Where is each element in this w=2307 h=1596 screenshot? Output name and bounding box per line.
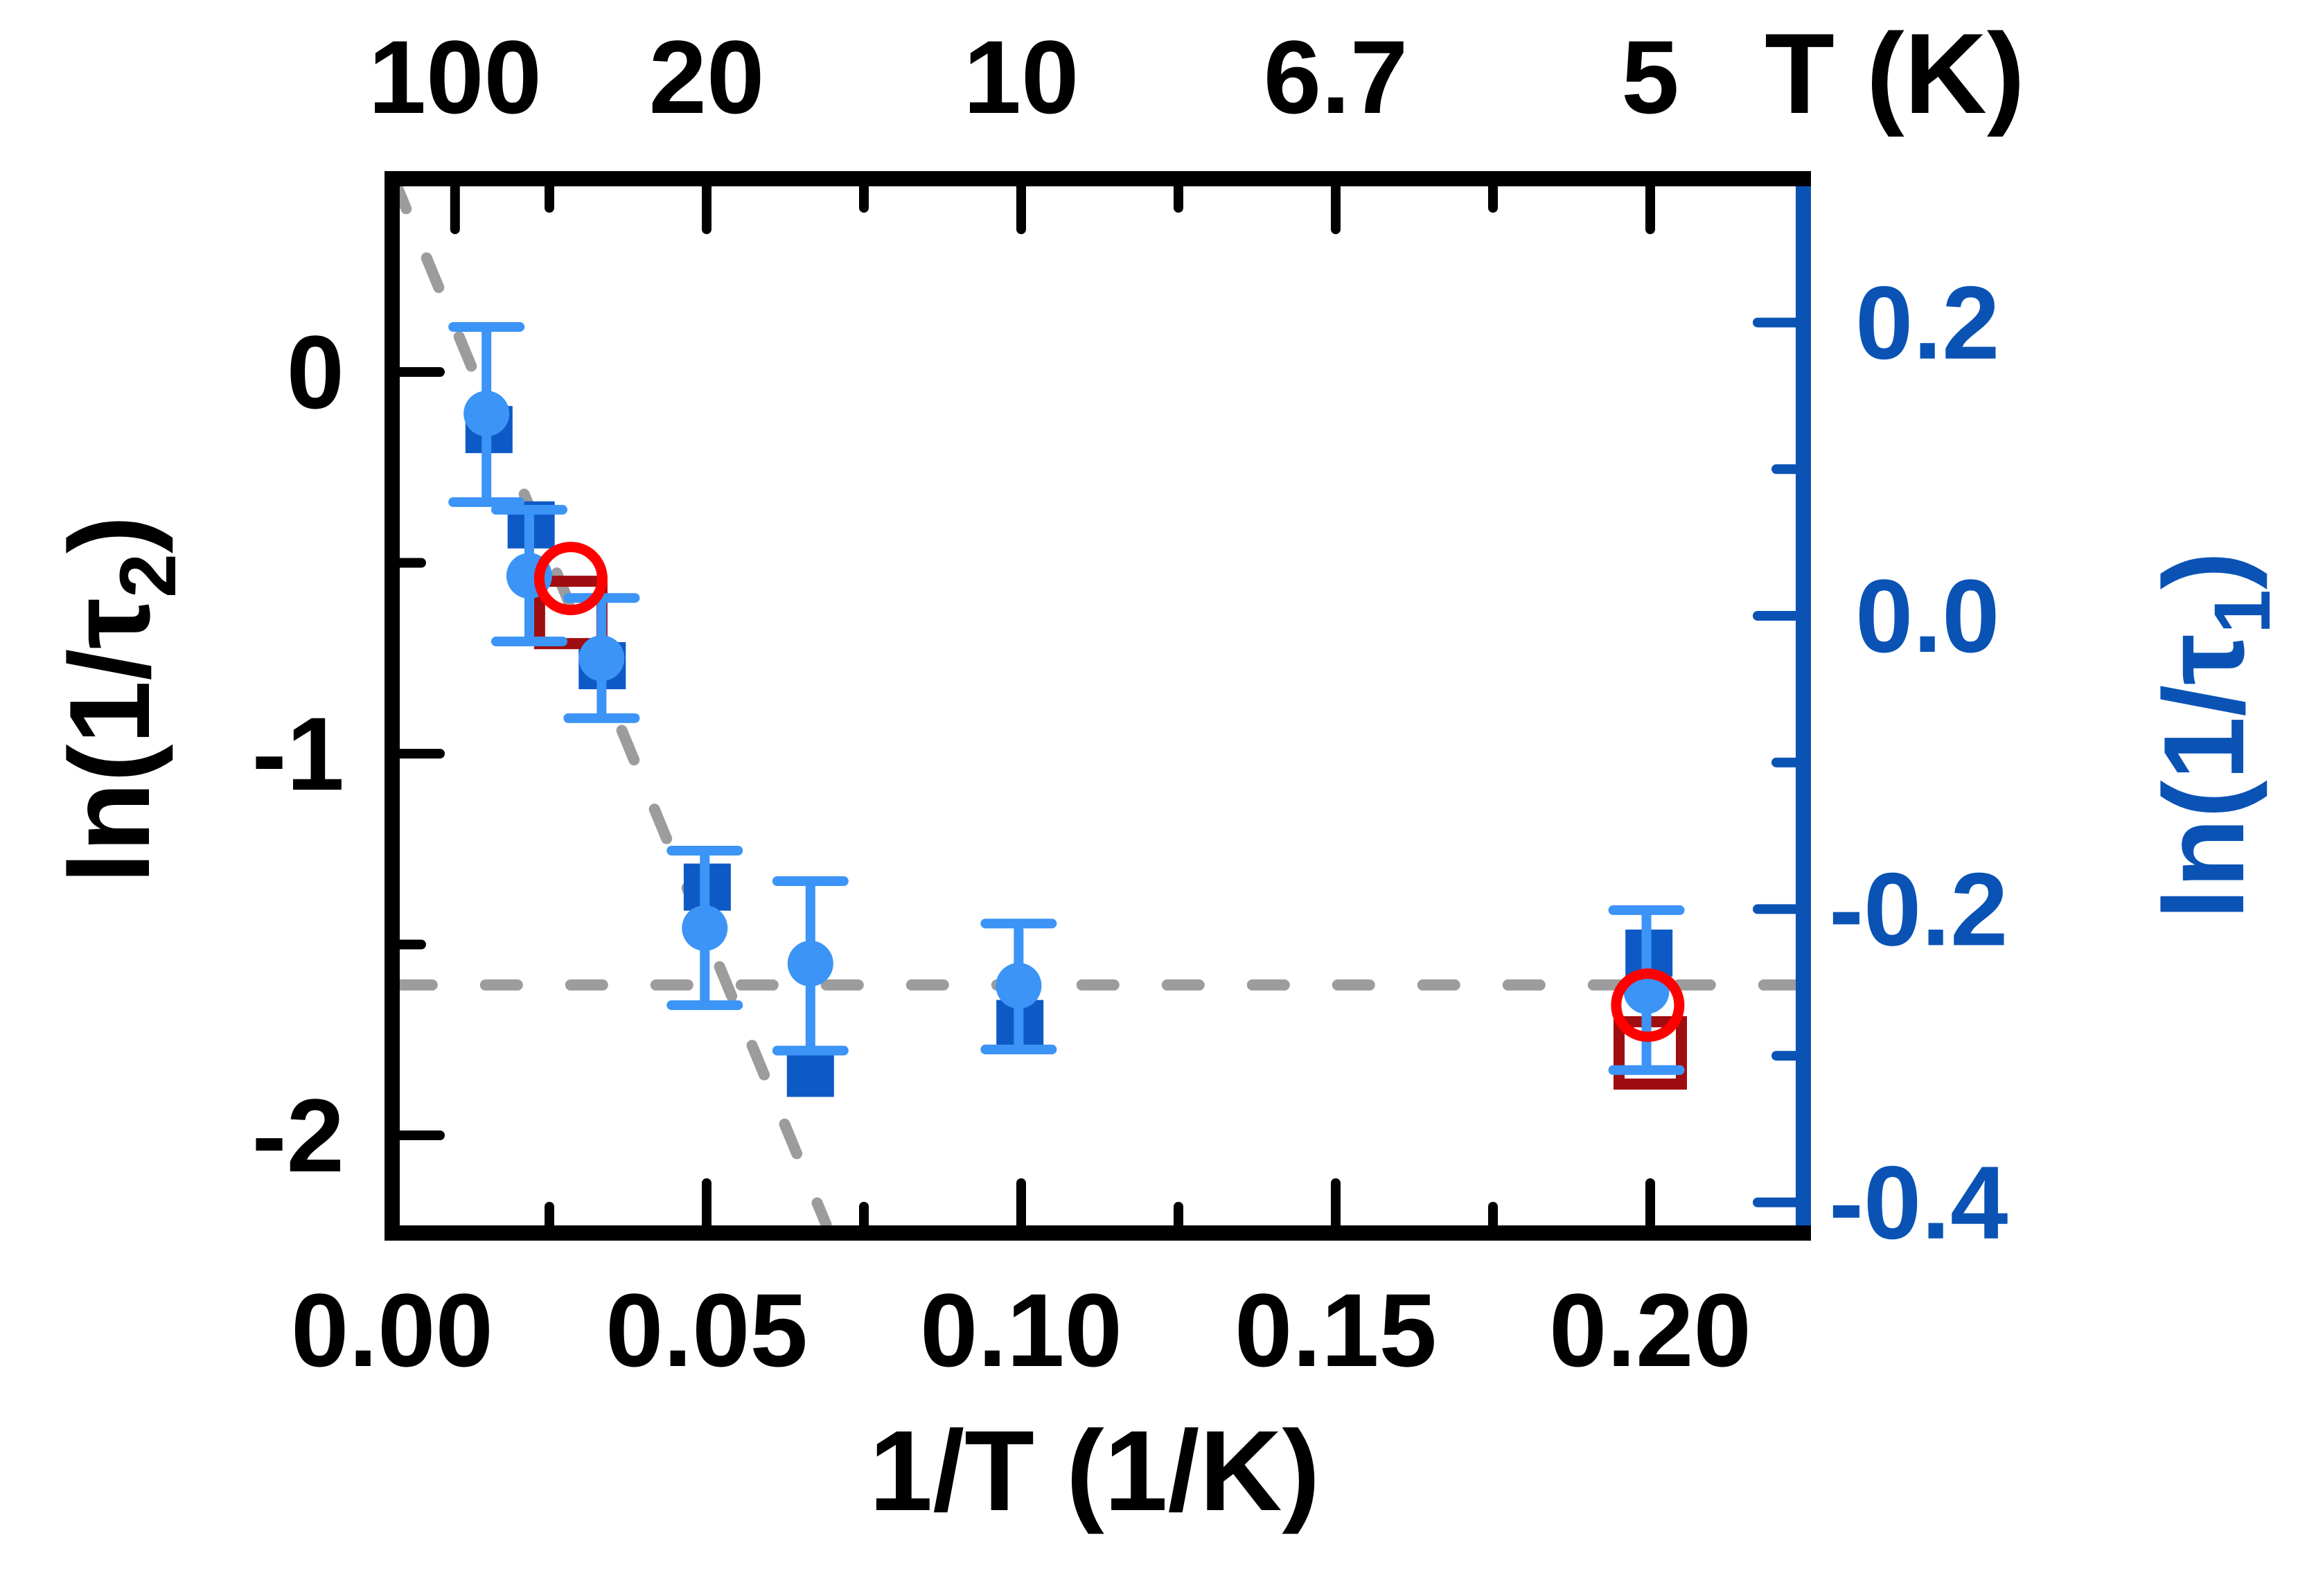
top-tick-label-10: 10 bbox=[964, 19, 1079, 135]
data-point-circle bbox=[682, 905, 728, 951]
bottom-tick-label-0.00: 0.00 bbox=[291, 1272, 493, 1388]
data-point-circle bbox=[996, 963, 1042, 1009]
bottom-tick-label-0.10: 0.10 bbox=[920, 1272, 1122, 1388]
data-point-open-circle bbox=[533, 542, 608, 616]
top-tick-label-100: 100 bbox=[369, 19, 542, 135]
axis-tick-labels: 100 20 10 6.7 5 0.00 0.05 0.10 0.15 0.20 0 -1 -2 0.2 0… bbox=[252, 19, 2008, 1388]
top-tick-label-5: 5 bbox=[1621, 19, 1679, 135]
bottom-tick-label-0.20: 0.20 bbox=[1549, 1272, 1751, 1388]
axis-titles: 1/T (1/K) T (K) ln(1/τ2) ln(1/τ1) bbox=[46, 10, 2287, 1534]
bottom-tick-label-0.05: 0.05 bbox=[606, 1272, 808, 1388]
left-tick-label--2: -2 bbox=[252, 1077, 344, 1194]
left-tick-label-0: 0 bbox=[287, 314, 344, 430]
series-ln-inv-tau2-filled-circles bbox=[448, 321, 1685, 1075]
data-point-square bbox=[786, 1049, 834, 1097]
right-tick-label--0.4: -0.4 bbox=[1829, 1144, 2008, 1261]
bottom-tick-label-0.15: 0.15 bbox=[1235, 1272, 1437, 1388]
top-tick-label-20: 20 bbox=[649, 19, 765, 135]
data-point-open-circle bbox=[1611, 968, 1685, 1043]
axis-ticks bbox=[387, 181, 1801, 1230]
fit-guide-lines bbox=[400, 186, 1796, 1225]
data-point-circle bbox=[463, 391, 510, 437]
arrhenius-fit-line bbox=[400, 186, 832, 1225]
top-tick-label-6.7: 6.7 bbox=[1264, 19, 1408, 135]
left-tick-label--1: -1 bbox=[252, 695, 344, 812]
right-tick-label--0.2: -0.2 bbox=[1829, 851, 2008, 967]
right-tick-label-0.2: 0.2 bbox=[1855, 265, 2000, 381]
series-open-red-circles bbox=[533, 542, 1685, 1043]
data-point-circle bbox=[578, 635, 625, 682]
data-point-circle bbox=[787, 941, 833, 987]
right-tick-label-0.0: 0.0 bbox=[1855, 558, 2000, 674]
left-axis-title: ln(1/τ2) bbox=[46, 515, 193, 884]
right-axis-title: ln(1/τ1) bbox=[2140, 551, 2287, 920]
plot-frame bbox=[384, 171, 1811, 1241]
top-axis-title: T (K) bbox=[1765, 10, 2025, 137]
x-axis-title: 1/T (1/K) bbox=[869, 1407, 1320, 1534]
